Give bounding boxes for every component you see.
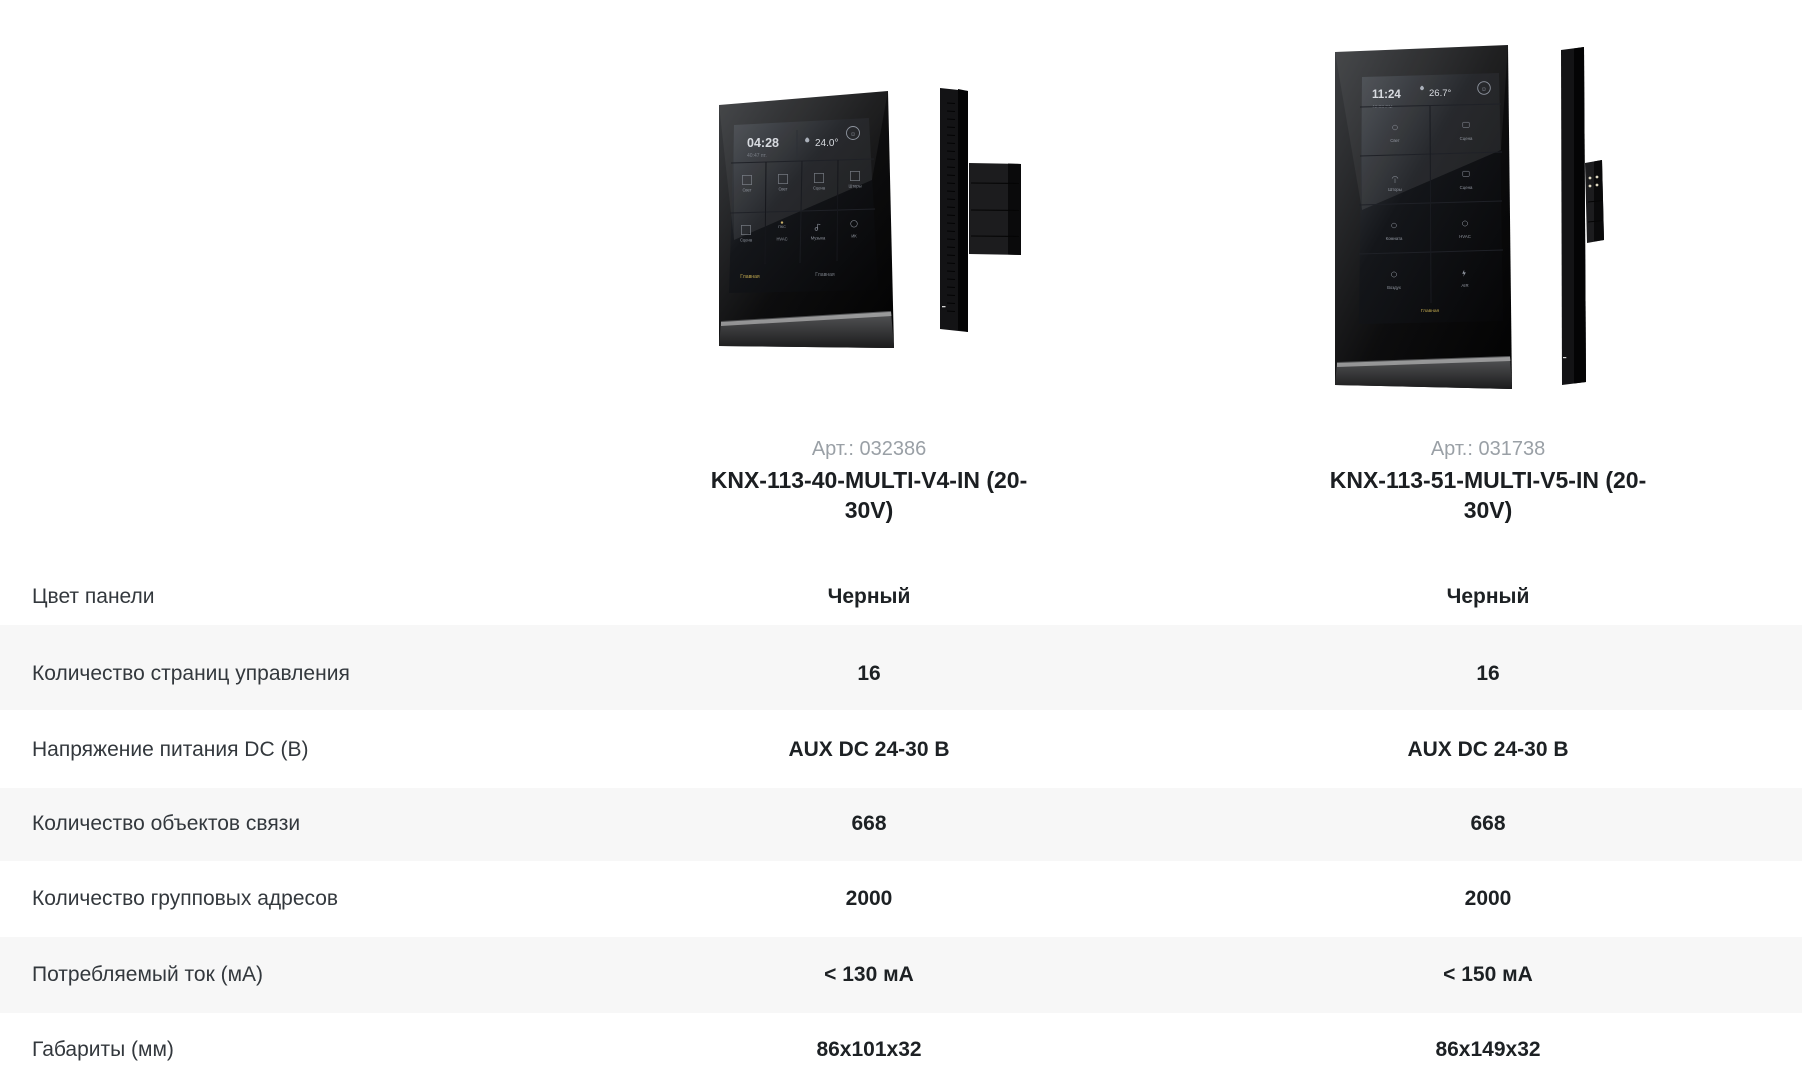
svg-text:☺: ☺ [850, 131, 857, 138]
svg-text:Воздух: Воздух [1387, 285, 1402, 290]
svg-text:Главная: Главная [815, 272, 835, 278]
svg-text:Свет: Свет [742, 188, 751, 193]
svg-text:Главная: Главная [1421, 308, 1440, 314]
svg-text:HVAC: HVAC [1459, 234, 1471, 239]
svg-text:ИК: ИК [851, 234, 857, 239]
svg-text:26.7°: 26.7° [1429, 88, 1451, 99]
svg-text:☺: ☺ [1481, 86, 1487, 93]
svg-text:04:28: 04:28 [747, 136, 779, 150]
svg-text:40:47 пт.: 40:47 пт. [747, 153, 767, 159]
svg-text:Музыка: Музыка [811, 236, 826, 241]
svg-text:Свет: Свет [1390, 138, 1400, 143]
svg-text:Сцена: Сцена [1460, 185, 1473, 190]
svg-text:Сцена: Сцена [740, 238, 753, 243]
svg-text:Свет: Свет [778, 187, 787, 192]
svg-text:11:24: 11:24 [1372, 89, 1401, 101]
svg-text:Сцена: Сцена [1460, 136, 1473, 141]
svg-text:ПКС: ПКС [778, 225, 786, 229]
svg-text:Сцена: Сцена [813, 186, 826, 191]
svg-text:Шторы: Шторы [848, 184, 861, 189]
svg-text:Комната: Комната [1386, 236, 1403, 241]
svg-text:HVAC: HVAC [776, 237, 787, 242]
svg-text:24.0°: 24.0° [815, 138, 838, 149]
svg-text:AIR: AIR [1461, 283, 1468, 288]
svg-text:Главная: Главная [740, 274, 760, 280]
svg-text:Шторы: Шторы [1388, 187, 1402, 192]
